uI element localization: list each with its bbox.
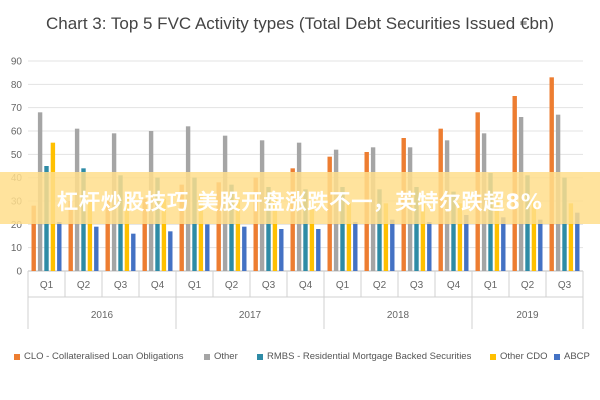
x-group-label: 2016 (91, 310, 114, 321)
bar (538, 219, 543, 271)
bar (279, 229, 284, 271)
bar (390, 219, 395, 271)
legend-label: Other CDO (500, 351, 548, 362)
legend-item: CLO - Collateralised Loan Obligations (14, 351, 183, 362)
bar (155, 177, 160, 271)
x-tick-label: Q1 (336, 280, 350, 291)
bar (235, 198, 241, 271)
bar (451, 191, 456, 271)
legend-swatch (14, 353, 20, 360)
x-tick-label: Q3 (558, 280, 572, 291)
bar (68, 201, 73, 271)
chart-title: Chart 3: Top 5 FVC Activity types (Total… (45, 14, 555, 33)
y-tick-label: 50 (11, 150, 23, 161)
bar (414, 187, 419, 271)
bar (568, 203, 574, 271)
bar (205, 224, 210, 271)
x-tick-label: Q2 (225, 280, 239, 291)
overlay-banner-text: 杠杆炒股技巧 美股开盘涨跌不一，英特尔跌超8% (57, 190, 543, 214)
x-tick-label: Q1 (484, 280, 498, 291)
bar (216, 182, 221, 271)
bar (457, 203, 463, 271)
x-tick-label: Q2 (373, 280, 387, 291)
bar (105, 201, 110, 271)
bar (266, 187, 271, 271)
bar (229, 184, 234, 271)
bar (31, 205, 36, 271)
x-tick-label: Q2 (521, 280, 535, 291)
y-tick-label: 90 (11, 57, 23, 68)
bar (253, 177, 258, 271)
legend-item: Other (204, 351, 238, 362)
bar (562, 177, 567, 271)
legend-swatch (554, 353, 560, 360)
legend-swatch (490, 353, 496, 360)
bar (124, 194, 130, 271)
bar (377, 189, 382, 271)
chart-legend: CLO - Collateralised Loan Obligations Oth… (14, 351, 594, 367)
bar (353, 222, 358, 271)
x-tick-label: Q1 (188, 280, 202, 291)
bar (316, 229, 321, 271)
x-group-label: 2017 (239, 310, 262, 321)
bar (57, 222, 62, 271)
bar (303, 189, 308, 271)
legend-item: Other CDO (490, 351, 548, 362)
bar (87, 201, 93, 271)
x-tick-label: Q3 (410, 280, 424, 291)
x-tick-label: Q1 (40, 280, 54, 291)
bar (131, 233, 136, 271)
legend-swatch (257, 353, 263, 360)
y-tick-label: 80 (11, 80, 23, 91)
x-tick-label: Q4 (151, 280, 165, 291)
bar (179, 184, 184, 271)
legend-label: CLO - Collateralised Loan Obligations (24, 351, 184, 362)
bar (161, 198, 167, 271)
bar (346, 203, 352, 271)
bar (198, 196, 204, 271)
bar (420, 201, 426, 271)
bar (142, 198, 147, 271)
overlay-banner (0, 172, 600, 224)
bar (168, 231, 173, 271)
bar (242, 226, 247, 271)
legend-swatch (204, 353, 210, 360)
bar (309, 201, 315, 271)
bar (340, 187, 345, 271)
bar (464, 215, 469, 271)
y-tick-label: 0 (16, 267, 22, 278)
x-group-label: 2018 (387, 310, 410, 321)
bar (531, 201, 537, 271)
bar (501, 217, 506, 271)
bar (272, 198, 278, 271)
legend-item: RMBS - Residential Mortgage Backed Secur… (257, 351, 471, 362)
x-tick-label: Q4 (299, 280, 313, 291)
y-tick-label: 10 (11, 243, 23, 254)
legend-label: ABCP (564, 351, 590, 362)
x-group-label: 2019 (516, 310, 539, 321)
x-tick-label: Q3 (262, 280, 276, 291)
x-tick-label: Q3 (114, 280, 128, 291)
legend-item: ABCP (554, 351, 590, 362)
legend-label: RMBS - Residential Mortgage Backed Secur… (267, 351, 472, 362)
bar (383, 203, 389, 271)
y-tick-label: 70 (11, 103, 23, 114)
bar (94, 226, 99, 271)
y-tick-label: 60 (11, 127, 23, 138)
bar (575, 212, 580, 271)
x-tick-label: Q4 (447, 280, 461, 291)
bar (192, 177, 197, 271)
x-tick-label: Q2 (77, 280, 91, 291)
legend-label: Other (214, 351, 238, 362)
bar (494, 201, 500, 271)
y-tick-label: 20 (11, 220, 23, 231)
bar (427, 222, 432, 271)
